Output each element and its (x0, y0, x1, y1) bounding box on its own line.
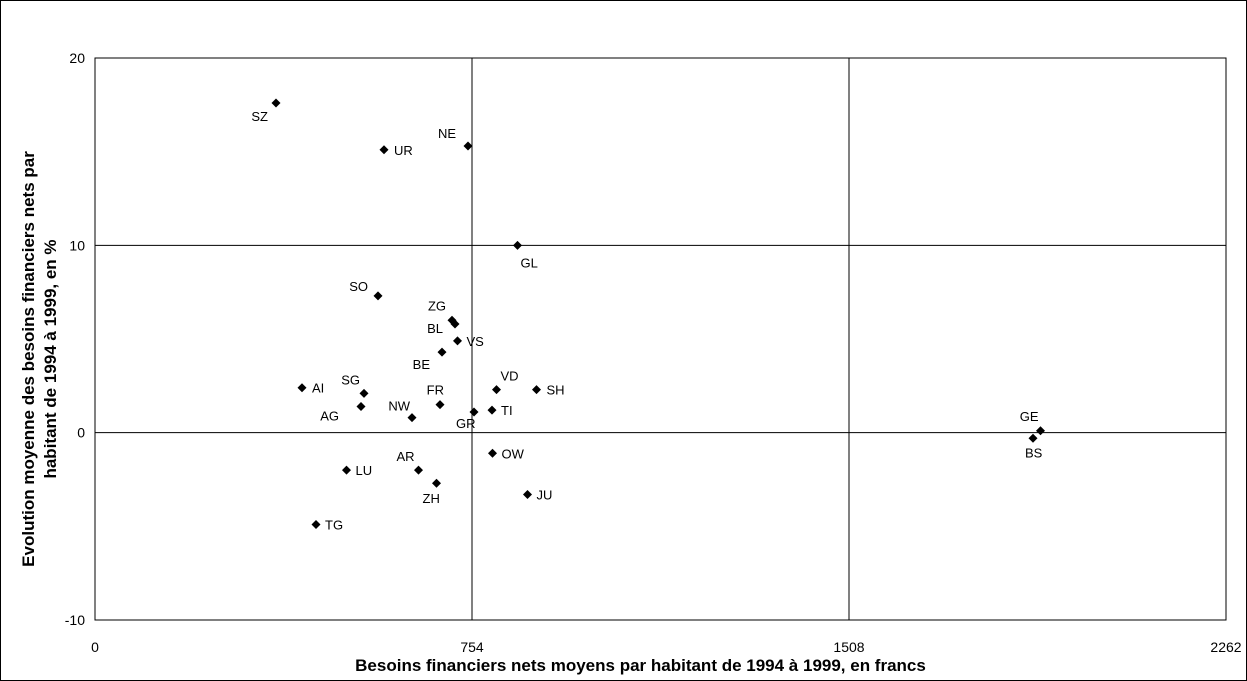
data-point-bs (1028, 433, 1038, 443)
point-label-zg: ZG (428, 298, 446, 313)
point-label-tg: TG (325, 517, 343, 532)
y-axis-title-line2: habitant de 1994 à 1999, en % (41, 239, 60, 478)
data-point-ju (523, 489, 532, 499)
data-point-ur (379, 145, 389, 155)
x-tick-label: 754 (460, 639, 484, 655)
point-label-vs: VS (467, 334, 485, 349)
data-point-ai (297, 383, 307, 393)
point-label-vd: VD (501, 369, 519, 384)
y-tick-label: 0 (77, 425, 85, 441)
point-label-ai: AI (312, 381, 324, 396)
data-point-ti (487, 405, 497, 415)
data-point-ar (414, 465, 423, 475)
data-point-so (373, 291, 383, 301)
point-label-ar: AR (396, 449, 414, 464)
data-point-vs (453, 336, 462, 346)
point-label-bs: BS (1025, 445, 1043, 460)
point-label-bl: BL (427, 321, 443, 336)
x-axis-title: Besoins financiers nets moyens par habit… (355, 656, 926, 675)
point-label-ge: GE (1020, 409, 1039, 424)
data-point-bl (450, 319, 460, 329)
x-tick-label: 1508 (833, 639, 864, 655)
point-label-ur: UR (394, 143, 413, 158)
point-label-so: SO (349, 279, 368, 294)
y-tick-label: 20 (69, 50, 85, 66)
data-point-zh (432, 478, 441, 488)
y-tick-label: -10 (65, 612, 85, 628)
point-label-ju: JU (537, 487, 553, 502)
point-label-zh: ZH (423, 491, 440, 506)
data-point-be (437, 347, 447, 357)
point-label-sz: SZ (251, 109, 268, 124)
x-tick-label: 0 (91, 639, 99, 655)
data-point-ne (463, 141, 473, 151)
point-label-ag: AG (320, 408, 339, 423)
point-label-gl: GL (521, 255, 538, 270)
data-point-ge (1036, 426, 1045, 436)
data-point-gr (469, 407, 479, 417)
data-point-vd (492, 385, 501, 395)
point-label-be: BE (413, 357, 431, 372)
data-point-nw (407, 413, 417, 423)
point-label-sg: SG (341, 372, 360, 387)
point-label-sh: SH (547, 383, 565, 398)
data-point-ow (488, 448, 497, 458)
data-point-ag (356, 401, 366, 411)
point-label-ti: TI (501, 403, 513, 418)
data-point-fr (435, 400, 445, 410)
point-label-fr: FR (427, 383, 444, 398)
point-label-lu: LU (356, 463, 373, 478)
y-axis-title-line1: Evolution moyenne des besoins financiers… (19, 151, 38, 567)
plot-area (94, 57, 1227, 621)
data-point-sg (359, 388, 369, 398)
data-point-tg (311, 519, 321, 529)
data-point-sz (271, 98, 281, 108)
data-point-lu (342, 465, 351, 475)
point-label-ne: NE (438, 126, 456, 141)
data-point-sh (532, 385, 541, 395)
data-point-gl (513, 240, 522, 250)
point-label-gr: GR (456, 416, 476, 431)
y-tick-label: 10 (69, 237, 85, 253)
point-label-nw: NW (388, 399, 410, 414)
point-label-ow: OW (502, 446, 525, 461)
x-tick-label: 2262 (1210, 639, 1241, 655)
